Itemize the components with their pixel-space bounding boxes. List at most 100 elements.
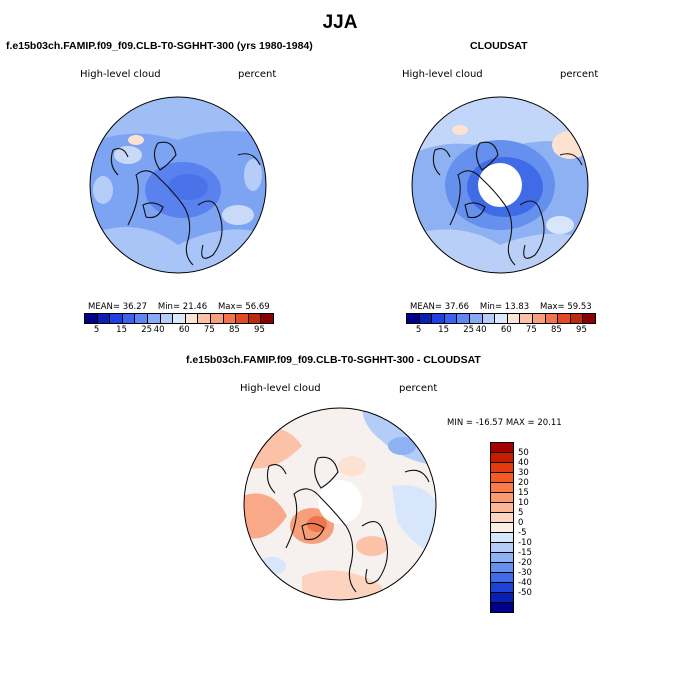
- panel2-coastlines: [432, 141, 583, 266]
- panel2-colorbar-tick-label: 15: [438, 325, 450, 335]
- panel3-colorbar-tick-label: 5: [518, 508, 524, 518]
- panel3-colorbar-swatch: [491, 603, 513, 612]
- panel1-min-value: 21.46: [182, 302, 208, 312]
- panel2-colorbar-swatch: [482, 314, 496, 323]
- panel1-colorbar-swatch: [236, 314, 249, 323]
- panel3-colorbar-swatch: [491, 473, 513, 483]
- panel3-colorbar-ticks: 50 40 30 20 15 10 5 0 -5 -10 -15 -20 -30 -40 -50: [518, 442, 558, 612]
- panel1-variable: High-level cloud: [80, 69, 161, 80]
- panel2-units: percent: [560, 69, 599, 80]
- panel1-colorbar-swatch: [85, 314, 98, 323]
- panel3-colorbar-swatch: [491, 453, 513, 463]
- panel1-stats: MEAN= 36.27 Min= 21.46 Max= 56.69: [88, 302, 270, 312]
- panel3-units: percent: [399, 383, 438, 394]
- panel2-colorbar-swatch: [495, 314, 508, 323]
- panel1-colorbar-tick-label: 85: [228, 325, 240, 335]
- panel1-colorbar-tick-label: 95: [254, 325, 265, 335]
- panel2-colorbar-swatch: [520, 314, 533, 323]
- panel3-colorbar-swatch: [491, 553, 513, 563]
- panel3-colorbar-swatch: [491, 493, 513, 503]
- panel3-colorbar: [490, 442, 514, 613]
- panel1-colorbar-swatch: [110, 314, 123, 323]
- panel3-min-max: MIN = -16.57 MAX = 20.11: [447, 418, 562, 428]
- panel3-colorbar-tick-label: 40: [518, 458, 529, 468]
- panel1-colorbar-ticks: 5 15 25 40 60 75 85 95: [84, 325, 272, 337]
- panel2-colorbar-swatch: [419, 314, 433, 323]
- panel1-colorbar-swatch: [160, 314, 174, 323]
- panel1-colorbar-tick-label: 5: [93, 325, 100, 335]
- panel1-colorbar-swatch: [147, 314, 161, 323]
- panel3-colorbar-swatch: [491, 563, 513, 573]
- panel3-title: f.e15b03ch.FAMIP.f09_f09.CLB-T0-SGHHT-30…: [186, 354, 481, 366]
- panel3-colorbar-tick-label: -30: [518, 568, 532, 578]
- panel1-max-label: Max=: [217, 302, 243, 312]
- panel3-colorbar-swatch: [491, 593, 513, 603]
- panel1-colorbar-tick-label: 25: [141, 325, 153, 335]
- panel3-colorbar-swatch: [491, 533, 513, 543]
- panel3-coastlines: [266, 456, 430, 593]
- panel3-colorbar-tick-label: 20: [518, 478, 529, 488]
- panel2-colorbar-swatch: [444, 314, 458, 323]
- panel2-colorbar-swatch: [558, 314, 571, 323]
- panel2-stats: MEAN= 37.66 Min= 13.83 Max= 59.53: [410, 302, 592, 312]
- panel1-max-value: 56.69: [245, 302, 270, 312]
- panel1-colorbar-tick-label: 40: [153, 325, 165, 335]
- panel1-colorbar-swatch: [198, 314, 211, 323]
- panel3-colorbar-tick-label: -40: [518, 578, 532, 588]
- panel2-colorbar-swatch: [432, 314, 445, 323]
- panel2-colorbar-tick-label: 5: [415, 325, 422, 335]
- panel1-colorbar-tick-label: 15: [116, 325, 128, 335]
- panel1-colorbar: [84, 313, 274, 324]
- panel2-colorbar-swatch: [532, 314, 546, 323]
- panel3-colorbar-swatch: [491, 483, 513, 493]
- panel3-colorbar-swatch: [491, 543, 513, 553]
- panel3-colorbar-tick-label: -5: [518, 528, 527, 538]
- panel1-coastlines: [110, 141, 261, 266]
- main-title: JJA: [322, 12, 358, 33]
- panel1-mean-label: MEAN=: [88, 302, 120, 312]
- panel3-colorbar-tick-label: 0: [518, 518, 524, 528]
- panel1-colorbar-swatch: [135, 314, 148, 323]
- panel2-colorbar-tick-label: 40: [475, 325, 487, 335]
- panel1-colorbar-swatch: [122, 314, 136, 323]
- panel2-colorbar-tick-label: 75: [525, 325, 537, 335]
- panel1-colorbar-swatch: [223, 314, 237, 323]
- panel3-variable: High-level cloud: [240, 383, 321, 394]
- panel3-colorbar-swatch: [491, 513, 513, 523]
- panel3-colorbar-tick-label: 30: [518, 468, 529, 478]
- panel2-colorbar-swatch: [407, 314, 420, 323]
- panel2-min-label: Min=: [479, 302, 503, 312]
- panel1-colorbar-swatch: [261, 314, 273, 323]
- panel3-colorbar-swatch: [491, 503, 513, 513]
- panel3-colorbar-swatch: [491, 583, 513, 593]
- panel2-colorbar-swatch: [469, 314, 483, 323]
- panel2-mean-value: 37.66: [444, 302, 470, 312]
- panel1-polar-map: [89, 96, 267, 274]
- panel2-colorbar-tick-label: 85: [550, 325, 562, 335]
- panel3-colorbar-tick-label: -15: [518, 548, 532, 558]
- panel1-colorbar-swatch: [173, 314, 186, 323]
- panel1-units: percent: [238, 69, 277, 80]
- panel1-colorbar-swatch: [248, 314, 262, 323]
- panel2-colorbar-swatch: [507, 314, 521, 323]
- panel2-polar-map: [411, 96, 589, 274]
- panel3-colorbar-swatch: [491, 463, 513, 473]
- panel1-mean-value: 36.27: [122, 302, 148, 312]
- panel2-colorbar: [406, 313, 596, 324]
- panel2-colorbar-tick-label: 95: [576, 325, 587, 335]
- panel1-title: f.e15b03ch.FAMIP.f09_f09.CLB-T0-SGHHT-30…: [6, 40, 313, 52]
- panel2-colorbar-swatch: [545, 314, 559, 323]
- panel3-polar-map: [243, 407, 437, 601]
- panel1-colorbar-tick-label: 75: [203, 325, 215, 335]
- panel1-colorbar-swatch: [97, 314, 111, 323]
- panel1-colorbar-swatch: [185, 314, 199, 323]
- panel2-mean-label: MEAN=: [410, 302, 442, 312]
- panel3-colorbar-swatch: [491, 523, 513, 533]
- panel2-variable: High-level cloud: [402, 69, 483, 80]
- panel3-colorbar-tick-label: -10: [518, 538, 532, 548]
- panel1-colorbar-tick-label: 60: [178, 325, 190, 335]
- panel2-max-value: 59.53: [567, 302, 592, 312]
- panel1-min-label: Min=: [157, 302, 181, 312]
- panel1-colorbar-swatch: [210, 314, 224, 323]
- panel3-colorbar-swatch: [491, 443, 513, 453]
